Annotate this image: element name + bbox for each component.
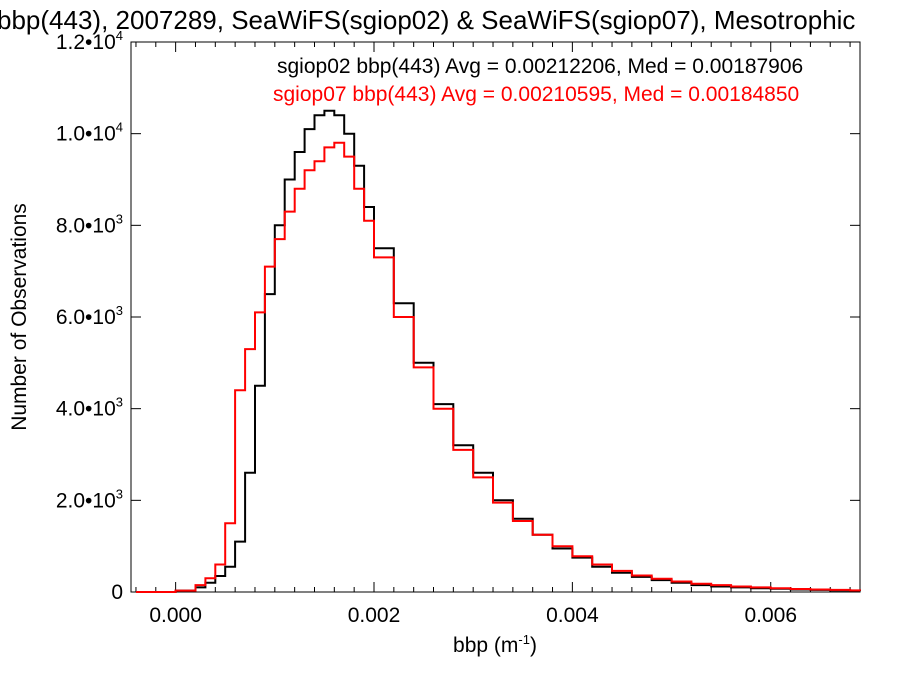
y-tick-mantissa: 1.0•10 (56, 123, 116, 146)
y-tick-exponent: 3 (116, 486, 123, 501)
y-tick-mantissa: 0 (111, 581, 123, 604)
series-line-sgiop07 (136, 141, 861, 593)
series-line-sgiop02 (136, 109, 861, 593)
y-tick-mantissa: 8.0•10 (56, 214, 116, 237)
y-axis-title: Number of Observations (8, 203, 31, 431)
x-tick-label-3: 0.006 (744, 604, 797, 627)
y-tick-exponent: 3 (116, 303, 123, 318)
y-tick-mantissa: 6.0•10 (56, 306, 116, 329)
y-tick-mantissa: 2.0•10 (56, 489, 116, 512)
x-axis-title-close: ) (530, 634, 537, 657)
x-tick-label-0: 0.000 (149, 604, 202, 627)
y-tick-exponent: 4 (116, 28, 123, 43)
y-tick-label-3: 6.0•103 (56, 303, 123, 329)
y-tick-exponent: 4 (116, 120, 123, 135)
y-tick-label-1: 2.0•103 (56, 486, 123, 512)
series-layer (136, 109, 861, 593)
y-tick-label-0: 0 (111, 581, 123, 604)
x-axis-title: bbp (m-1) (453, 632, 537, 657)
y-tick-exponent: 3 (116, 211, 123, 226)
y-tick-label-5: 1.0•104 (56, 120, 123, 146)
y-tick-mantissa: 4.0•10 (56, 398, 116, 421)
legend-entry-sgiop07: sgiop07 bbp(443) Avg = 0.00210595, Med =… (273, 83, 799, 106)
y-axis: 02.0•1034.0•1036.0•1038.0•1031.0•1041.2•… (56, 28, 860, 604)
x-tick-label-2: 0.004 (546, 604, 599, 627)
legend-entry-sgiop02: sgiop02 bbp(443) Avg = 0.00212206, Med =… (277, 55, 803, 78)
x-axis-title-main: bbp (m (453, 634, 518, 657)
x-tick-label-1: 0.002 (348, 604, 401, 627)
x-axis-title-sup: -1 (518, 632, 530, 647)
y-tick-label-6: 1.2•104 (56, 28, 123, 54)
y-tick-label-4: 8.0•103 (56, 211, 123, 237)
y-tick-exponent: 3 (116, 395, 123, 410)
plot-frame (130, 41, 861, 593)
x-axis: 0.000 0.002 0.004 0.006 (135, 42, 851, 627)
chart-title: bbp(443), 2007289, SeaWiFS(sgiop02) & Se… (0, 5, 855, 35)
y-tick-mantissa: 1.2•10 (56, 31, 116, 54)
y-tick-label-2: 4.0•103 (56, 395, 123, 421)
